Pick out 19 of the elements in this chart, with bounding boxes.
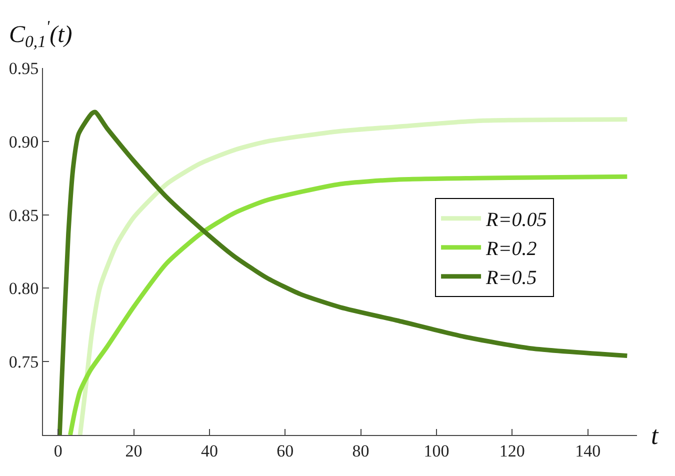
y-tick-label: 0.85 <box>8 206 39 225</box>
x-tick-label: 0 <box>54 441 62 460</box>
line-series <box>68 174 630 435</box>
y-tick-label: 0.75 <box>8 352 39 372</box>
x-tick-label: 100 <box>424 441 450 460</box>
legend-label: R=0.2 <box>485 238 537 260</box>
y-tick-label: 0.95 <box>8 58 39 78</box>
legend-label: R=0.05 <box>485 209 547 232</box>
x-tick-label: 140 <box>575 441 601 460</box>
y-axis-title: C$_{0,1}$$^{'}$(t) <box>9 17 72 52</box>
x-tick-label: 20 <box>125 441 142 460</box>
x-tick-label: 120 <box>499 441 525 460</box>
x-tick-label: 80 <box>352 441 370 460</box>
x-tick-label: 60 <box>276 441 294 460</box>
y-tick-label: 0.80 <box>8 279 39 298</box>
y-tick-label: 0.90 <box>8 132 39 152</box>
legend-label: R=0.5 <box>485 267 537 290</box>
x-axis-title: t <box>651 421 659 450</box>
x-tick-label: 40 <box>200 441 218 460</box>
